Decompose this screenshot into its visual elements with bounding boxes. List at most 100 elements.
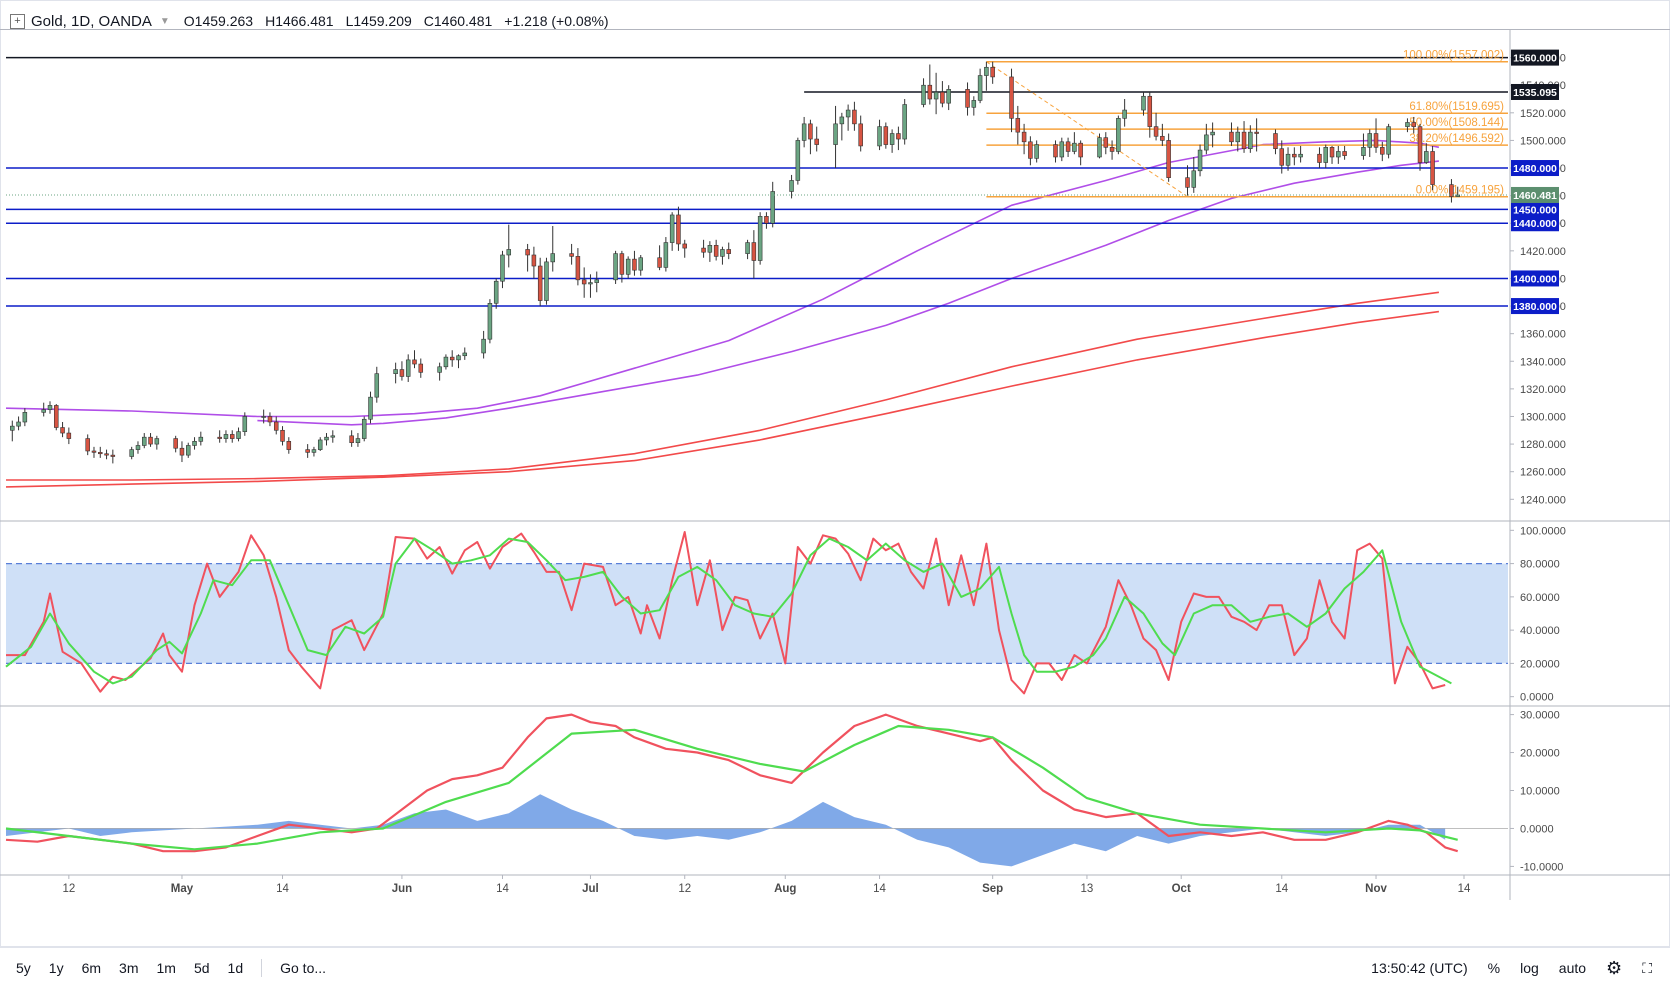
osc-tick-label: 0.0000	[1520, 692, 1554, 704]
range-3m[interactable]: 3m	[119, 960, 139, 976]
range-5d[interactable]: 5d	[193, 960, 210, 976]
candle-down	[1241, 131, 1247, 150]
macd-line	[5, 713, 1459, 853]
candle-up	[757, 216, 763, 261]
range-1d[interactable]: 1d	[227, 960, 244, 976]
candle-down	[764, 216, 769, 224]
fullscreen-icon[interactable]: ⛶	[1642, 959, 1652, 976]
candle-up	[946, 89, 951, 104]
candle-up	[1248, 131, 1253, 150]
bottom-toolbar: 5y 1y 6m 3m 1m 5d 1d Go to... 13:50:42 (…	[0, 947, 1670, 988]
candle-up	[789, 180, 794, 192]
candle-down	[1254, 131, 1259, 134]
macd-line	[5, 724, 1458, 851]
candle-down	[1166, 140, 1171, 178]
time-tick-label: Sep	[982, 883, 1003, 895]
candle-up	[833, 123, 838, 145]
moving-average-line	[257, 160, 1439, 426]
candle-down	[537, 265, 543, 301]
oscillator-line	[6, 531, 1446, 695]
symbol-title[interactable]: Gold, 1D, OANDA	[31, 12, 152, 30]
candle-down	[1109, 147, 1115, 152]
candle-up	[129, 449, 134, 457]
candle-up	[921, 84, 926, 105]
chevron-down-icon[interactable]: ▼	[159, 15, 170, 27]
macd-tick-label: 20.0000	[1520, 748, 1560, 760]
fib-trend-line	[986, 61, 1188, 198]
gear-icon[interactable]: ⚙	[1606, 957, 1623, 978]
candle-up	[22, 412, 28, 423]
candle-up	[544, 261, 549, 301]
candle-down	[1273, 133, 1278, 150]
candle-up	[1455, 194, 1460, 197]
range-1y[interactable]: 1y	[48, 960, 64, 976]
log-toggle[interactable]: log	[1520, 960, 1539, 976]
candle-down	[1185, 177, 1190, 188]
osc-tick-label: 80.0000	[1520, 559, 1560, 571]
candle-down	[286, 441, 292, 450]
price-tick-label: 1420.000	[1520, 246, 1566, 258]
candle-down	[713, 245, 719, 257]
candle-up	[142, 436, 147, 446]
candle-up	[456, 355, 461, 361]
price-tick-label: 1280.000	[1520, 439, 1566, 451]
candle-down	[883, 126, 889, 145]
moving-average-line	[5, 310, 1440, 488]
candle-up	[1285, 153, 1291, 166]
candle-down	[179, 447, 185, 456]
expand-icon[interactable]: +	[10, 13, 25, 29]
candle-up	[261, 416, 266, 418]
macd-tick-label: 30.0000	[1520, 710, 1560, 722]
candle-down	[305, 449, 310, 453]
utc-clock[interactable]: 13:50:42 (UTC)	[1371, 960, 1468, 976]
candle-up	[368, 396, 373, 420]
range-selector: 5y 1y 6m 3m 1m 5d 1d	[16, 960, 243, 976]
candle-up	[1298, 153, 1303, 158]
last-price-tag: 1460.481	[1513, 190, 1557, 202]
candle-down	[814, 138, 819, 145]
candle-down	[54, 405, 59, 428]
auto-toggle[interactable]: auto	[1558, 960, 1587, 976]
time-tick-label: 13	[1081, 883, 1094, 895]
candle-up	[1141, 95, 1146, 111]
candle-up	[1122, 109, 1127, 119]
candle-down	[98, 452, 103, 455]
candle-up	[669, 214, 675, 243]
candle-down	[1411, 122, 1416, 127]
candle-down	[1021, 131, 1027, 143]
candle-up	[330, 435, 336, 438]
candle-up	[1424, 151, 1429, 163]
candle-up	[135, 445, 141, 450]
high-value: H1466.481	[265, 13, 334, 29]
candle-up	[801, 123, 807, 141]
candle-down	[1160, 135, 1165, 141]
candle-up	[1197, 149, 1203, 172]
candle-down	[267, 416, 273, 423]
candle-down	[1292, 153, 1297, 158]
candle-down	[1329, 147, 1335, 158]
candle-up	[1361, 147, 1366, 156]
percent-toggle[interactable]: %	[1487, 960, 1501, 976]
candle-down	[1373, 133, 1379, 148]
candle-down	[726, 249, 731, 254]
level-price-tag-bg	[1511, 298, 1559, 315]
osc-tick-label: 100.0000	[1520, 525, 1566, 537]
candle-down	[1103, 137, 1109, 148]
level-price-tag-bg	[1511, 215, 1559, 232]
level-price-tag: 1560.000	[1513, 53, 1557, 65]
range-5y[interactable]: 5y	[16, 960, 31, 976]
candle-up	[770, 191, 775, 224]
time-tick-label: 14	[276, 883, 289, 895]
candle-down	[91, 450, 97, 453]
time-tick-label: May	[171, 883, 194, 895]
level-price-tag: 1535.095	[1513, 87, 1557, 99]
candle-down	[751, 242, 757, 261]
candle-down	[1153, 126, 1159, 137]
goto-button[interactable]: Go to...	[280, 960, 327, 976]
candle-down	[1053, 144, 1058, 158]
range-6m[interactable]: 6m	[81, 960, 102, 976]
candle-up	[236, 431, 241, 439]
candle-up	[1336, 151, 1341, 158]
range-1m[interactable]: 1m	[156, 960, 176, 976]
